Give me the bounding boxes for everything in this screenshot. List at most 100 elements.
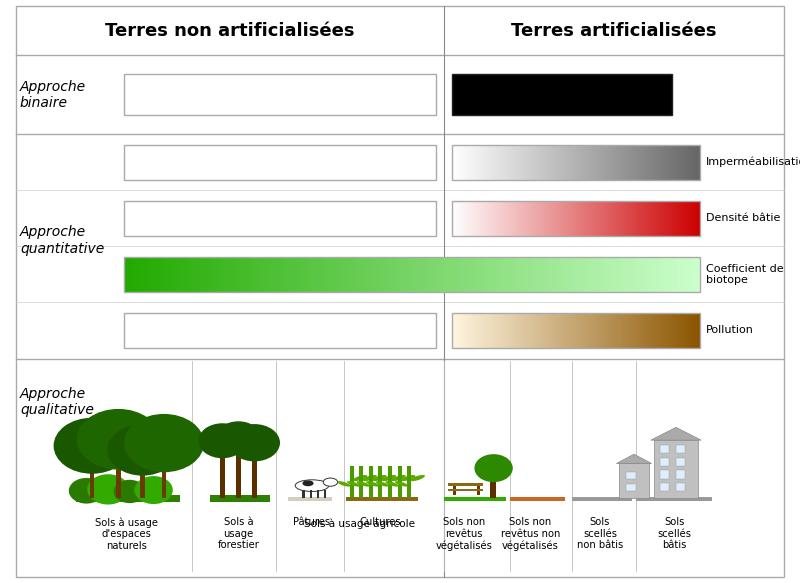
Bar <box>659 470 669 479</box>
Text: Sols non
revêtus
végétalisés: Sols non revêtus végétalisés <box>435 517 493 551</box>
Text: Imperméabilisation: Imperméabilisation <box>706 157 800 167</box>
Bar <box>124 74 436 115</box>
Bar <box>444 497 506 501</box>
Circle shape <box>87 474 129 504</box>
Ellipse shape <box>410 475 425 481</box>
Ellipse shape <box>338 481 350 487</box>
Bar <box>317 490 319 498</box>
Bar <box>675 483 685 491</box>
Bar <box>510 497 565 501</box>
Bar <box>350 466 354 498</box>
Circle shape <box>107 424 178 476</box>
Circle shape <box>69 478 104 504</box>
Ellipse shape <box>302 480 314 486</box>
Bar <box>252 458 257 498</box>
Bar <box>124 257 700 292</box>
Bar <box>626 472 636 479</box>
Bar <box>162 466 166 498</box>
Bar <box>116 463 121 498</box>
Circle shape <box>198 423 246 458</box>
Bar <box>675 470 685 479</box>
Text: Pâtures: Pâtures <box>294 517 330 527</box>
Text: Sols
scellés
non bâtis: Sols scellés non bâtis <box>577 517 623 550</box>
Bar <box>675 458 685 466</box>
Text: Terres non artificialisées: Terres non artificialisées <box>106 22 354 40</box>
Bar <box>572 497 632 501</box>
Text: Densité bâtie: Densité bâtie <box>706 213 780 223</box>
Text: Coefficient de
biotope: Coefficient de biotope <box>706 264 783 285</box>
Bar <box>626 484 636 491</box>
Ellipse shape <box>382 475 396 481</box>
Bar <box>324 490 326 498</box>
Bar <box>359 466 363 498</box>
Ellipse shape <box>353 475 367 481</box>
Ellipse shape <box>323 478 338 486</box>
Bar <box>378 466 382 498</box>
Bar <box>369 466 373 498</box>
Text: Approche
qualitative: Approche qualitative <box>20 387 94 417</box>
Ellipse shape <box>372 475 386 481</box>
Bar <box>236 451 241 498</box>
Bar <box>407 466 411 498</box>
Bar <box>302 490 305 498</box>
Bar <box>288 497 332 501</box>
Ellipse shape <box>386 481 398 487</box>
Text: Sols
scellés
bâtis: Sols scellés bâtis <box>658 517 691 550</box>
Ellipse shape <box>401 475 415 481</box>
Bar <box>310 490 312 498</box>
Circle shape <box>124 414 204 472</box>
Text: Terres artificialisées: Terres artificialisées <box>511 22 717 40</box>
Bar <box>210 495 270 502</box>
Bar <box>124 201 436 236</box>
Ellipse shape <box>376 481 389 487</box>
Circle shape <box>54 418 130 474</box>
Text: Pollution: Pollution <box>706 325 754 335</box>
Circle shape <box>474 454 513 482</box>
Bar <box>636 497 712 501</box>
Bar <box>124 313 436 348</box>
Bar <box>659 445 669 453</box>
Text: Cultures: Cultures <box>359 517 401 527</box>
Circle shape <box>216 422 261 454</box>
Bar <box>659 483 669 491</box>
Polygon shape <box>651 427 701 440</box>
Bar <box>654 440 698 498</box>
Bar <box>388 466 392 498</box>
Bar <box>90 468 94 498</box>
Ellipse shape <box>295 480 329 491</box>
Bar <box>490 482 496 498</box>
Bar <box>140 470 145 498</box>
Text: Sols à usage agricole: Sols à usage agricole <box>305 519 415 529</box>
Bar <box>453 486 456 495</box>
Ellipse shape <box>362 475 377 481</box>
Text: Approche
binaire: Approche binaire <box>20 80 86 110</box>
Bar <box>452 313 700 348</box>
Text: Sols à usage
d'espaces
naturels: Sols à usage d'espaces naturels <box>95 517 158 551</box>
Text: Sols non
revêtus non
végétalisés: Sols non revêtus non végétalisés <box>501 517 560 551</box>
Bar <box>619 463 649 498</box>
Ellipse shape <box>391 475 406 481</box>
Text: Sols à
usage
forestier: Sols à usage forestier <box>218 517 259 550</box>
Bar <box>477 486 480 495</box>
Bar <box>398 466 402 498</box>
Bar <box>659 458 669 466</box>
Bar <box>448 483 483 486</box>
Circle shape <box>114 480 146 503</box>
Bar <box>220 455 225 498</box>
Ellipse shape <box>347 481 360 487</box>
Bar <box>452 74 672 115</box>
Bar <box>76 495 180 502</box>
Circle shape <box>77 409 160 469</box>
Bar <box>124 145 436 180</box>
Bar <box>452 201 700 236</box>
Text: Approche
quantitative: Approche quantitative <box>20 226 104 255</box>
Bar <box>675 445 685 453</box>
Polygon shape <box>616 454 651 463</box>
Bar <box>452 145 700 180</box>
Bar <box>346 497 418 501</box>
Ellipse shape <box>357 481 370 487</box>
Ellipse shape <box>395 481 408 487</box>
Ellipse shape <box>366 481 379 487</box>
Circle shape <box>229 424 280 461</box>
Circle shape <box>134 476 173 504</box>
